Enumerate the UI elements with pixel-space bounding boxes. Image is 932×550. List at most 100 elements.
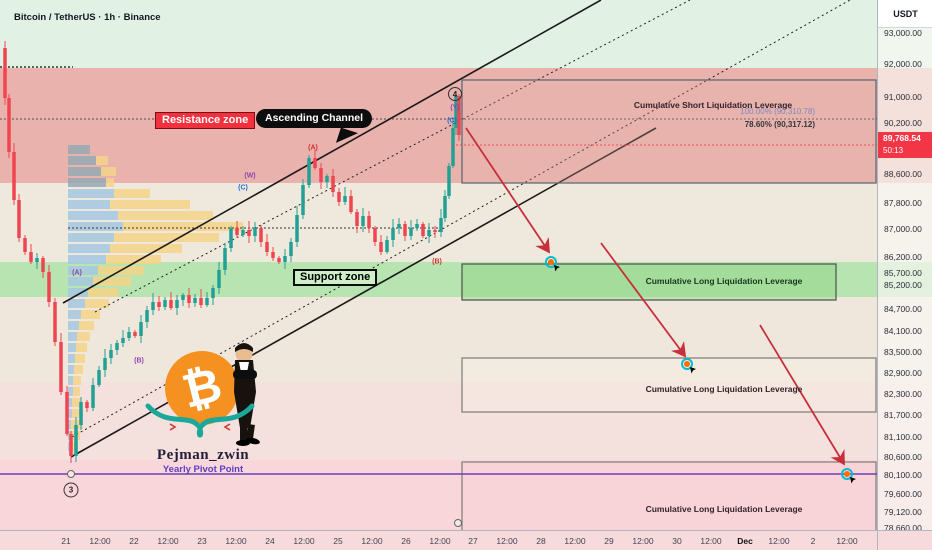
currency-toggle[interactable]: USDT bbox=[878, 0, 932, 28]
zone-band bbox=[0, 460, 877, 530]
bitcoin-logo: ₿ bbox=[145, 343, 260, 446]
time-tick: 28 bbox=[536, 536, 546, 546]
trend-arrow bbox=[600, 242, 687, 358]
wave-label: (A) bbox=[308, 144, 318, 152]
price-tick: 80,600.00 bbox=[884, 452, 922, 462]
time-tick: 12:00 bbox=[225, 536, 247, 546]
drawing-anchor[interactable] bbox=[454, 519, 462, 527]
trend-arrow bbox=[465, 127, 551, 254]
time-tick: 12:00 bbox=[700, 536, 722, 546]
liquidation-box bbox=[461, 461, 877, 530]
axis-tint-band bbox=[878, 183, 932, 262]
price-tick: 91,000.00 bbox=[884, 92, 922, 102]
axis-tint-band bbox=[878, 460, 932, 530]
long-liquidation-label-1[interactable]: Cumulative Long Liquidation Leverage bbox=[645, 276, 803, 286]
price-tick: 79,600.00 bbox=[884, 489, 922, 499]
price-tick: 84,100.00 bbox=[884, 326, 922, 336]
bar-countdown: 50:13 bbox=[883, 146, 904, 155]
price-tick: 92,000.00 bbox=[884, 59, 922, 69]
symbol-title[interactable]: Bitcoin / TetherUS · 1h · Binance bbox=[14, 12, 161, 23]
time-tick: 12:00 bbox=[836, 536, 858, 546]
price-tick: 79,120.00 bbox=[884, 507, 922, 517]
wave-label: (C) bbox=[447, 117, 457, 125]
chart-area[interactable]: Bitcoin / TetherUS · 1h · Binance Resist… bbox=[0, 0, 877, 530]
channel-line bbox=[62, 0, 602, 304]
price-tick: 87,000.00 bbox=[884, 224, 922, 234]
fib-786-label: 78.60% (90,317.12) bbox=[744, 120, 815, 129]
wave-label: (B) bbox=[432, 258, 442, 266]
cartoon-man-icon bbox=[233, 343, 260, 446]
ascending-channel-label[interactable]: Ascending Channel bbox=[256, 109, 373, 128]
wave-label: (W) bbox=[244, 172, 256, 180]
trend-arrow bbox=[759, 324, 845, 466]
wave-label: (C) bbox=[238, 184, 248, 192]
liquidation-box bbox=[461, 79, 877, 184]
fib-100-label: 100.00% (90,310.78) bbox=[740, 107, 815, 116]
price-tick: 82,900.00 bbox=[884, 368, 922, 378]
time-tick: 12:00 bbox=[564, 536, 586, 546]
target-dot bbox=[841, 468, 856, 484]
target-dot bbox=[681, 358, 696, 374]
time-tick: 25 bbox=[333, 536, 343, 546]
wave-label: (A) bbox=[72, 269, 82, 277]
time-tick: 27 bbox=[468, 536, 478, 546]
watermark-username: Pejman_zwin bbox=[156, 447, 250, 463]
axis-tint-band bbox=[878, 262, 932, 297]
liquidation-box bbox=[461, 263, 837, 301]
chart-canvas bbox=[0, 0, 877, 530]
price-tick: 82,300.00 bbox=[884, 389, 922, 399]
axis-corner bbox=[877, 530, 932, 550]
price-axis[interactable]: USDT 93,000.00 92,000.00 91,000.00 90,200.0… bbox=[877, 0, 932, 533]
price-tick: 83,500.00 bbox=[884, 347, 922, 357]
time-tick: 2 bbox=[810, 536, 816, 546]
price-tick: 93,000.00 bbox=[884, 28, 922, 38]
axis-tint-band bbox=[878, 297, 932, 382]
price-tick: 88,600.00 bbox=[884, 169, 922, 179]
time-tick: 23 bbox=[197, 536, 207, 546]
price-tick: 80,100.00 bbox=[884, 470, 922, 480]
time-tick: 12:00 bbox=[89, 536, 111, 546]
long-liquidation-label-3[interactable]: Cumulative Long Liquidation Leverage bbox=[645, 504, 803, 514]
drawing-anchor[interactable] bbox=[67, 470, 75, 478]
time-tick: 12:00 bbox=[157, 536, 179, 546]
resistance-zone-label[interactable]: Resistance zone bbox=[155, 112, 256, 129]
circled-wave-number: 3 bbox=[63, 482, 79, 498]
time-tick: 21 bbox=[61, 536, 71, 546]
price-tick: 84,700.00 bbox=[884, 304, 922, 314]
time-tick: 12:00 bbox=[293, 536, 315, 546]
channel-midline bbox=[71, 0, 851, 438]
time-tick: 12:00 bbox=[496, 536, 518, 546]
zone-band bbox=[0, 262, 877, 297]
price-tick: 85,700.00 bbox=[884, 268, 922, 278]
yearly-pivot-label[interactable]: Yearly Pivot Point bbox=[162, 464, 244, 475]
price-tick: 81,100.00 bbox=[884, 432, 922, 442]
target-dot bbox=[545, 256, 560, 272]
time-tick: 22 bbox=[129, 536, 139, 546]
axis-tint-band bbox=[878, 382, 932, 460]
wave-label: (B) bbox=[134, 357, 144, 365]
zone-band bbox=[0, 68, 877, 183]
wave-label: (Y) bbox=[450, 104, 460, 112]
time-tick: 12:00 bbox=[632, 536, 654, 546]
time-tick: 26 bbox=[401, 536, 411, 546]
current-price-tag: 89,768.54 50:13 bbox=[878, 132, 932, 158]
time-tick: 12:00 bbox=[361, 536, 383, 546]
channel-midline bbox=[94, 0, 691, 313]
candles bbox=[3, 41, 461, 463]
price-tick: 87,800.00 bbox=[884, 198, 922, 208]
price-tick: 81,700.00 bbox=[884, 410, 922, 420]
long-liquidation-label-2[interactable]: Cumulative Long Liquidation Leverage bbox=[645, 384, 803, 394]
teal-swirl-icon bbox=[145, 403, 255, 438]
bitcoin-coin-icon bbox=[165, 351, 239, 425]
price-tick: 90,200.00 bbox=[884, 118, 922, 128]
support-zone-label[interactable]: Support zone bbox=[293, 269, 378, 286]
time-tick: 29 bbox=[604, 536, 614, 546]
time-axis[interactable]: 21 12:00 22 12:00 23 12:00 24 12:00 25 12:00 26 12:… bbox=[0, 530, 932, 550]
price-tick: 85,200.00 bbox=[884, 280, 922, 290]
short-liquidation-label[interactable]: Cumulative Short Liquidation Leverage bbox=[633, 100, 793, 110]
circled-wave-number: 4 bbox=[448, 87, 462, 101]
time-tick: 30 bbox=[672, 536, 682, 546]
time-tick: 12:00 bbox=[768, 536, 790, 546]
axis-tint-band bbox=[878, 68, 932, 183]
